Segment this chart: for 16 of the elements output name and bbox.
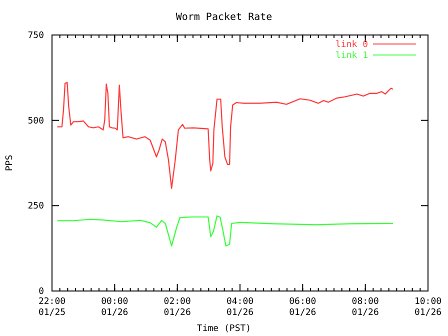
y-tick-label: 0	[38, 287, 44, 297]
x-tick-label: 08:00 01/26	[352, 297, 379, 318]
y-tick-label: 500	[28, 116, 44, 126]
chart-title: Worm Packet Rate	[176, 12, 272, 23]
legend-label: link 1	[335, 51, 368, 61]
x-axis-title: Time (PST)	[196, 324, 252, 334]
x-tick-label: 22:00 01/25	[38, 297, 66, 318]
x-tick-label: 10:00 01/26	[414, 297, 442, 318]
x-tick-label: 02:00 01/26	[164, 297, 191, 318]
y-axis-title: PPS	[5, 154, 15, 172]
x-tick-label: 00:00 01/26	[101, 297, 128, 318]
y-tick-label: 250	[28, 202, 44, 212]
x-tick-label: 06:00 01/26	[289, 297, 316, 318]
y-tick-label: 750	[28, 31, 44, 41]
legend-label: link 0	[335, 40, 368, 50]
x-tick-label: 04:00 01/26	[226, 297, 254, 318]
